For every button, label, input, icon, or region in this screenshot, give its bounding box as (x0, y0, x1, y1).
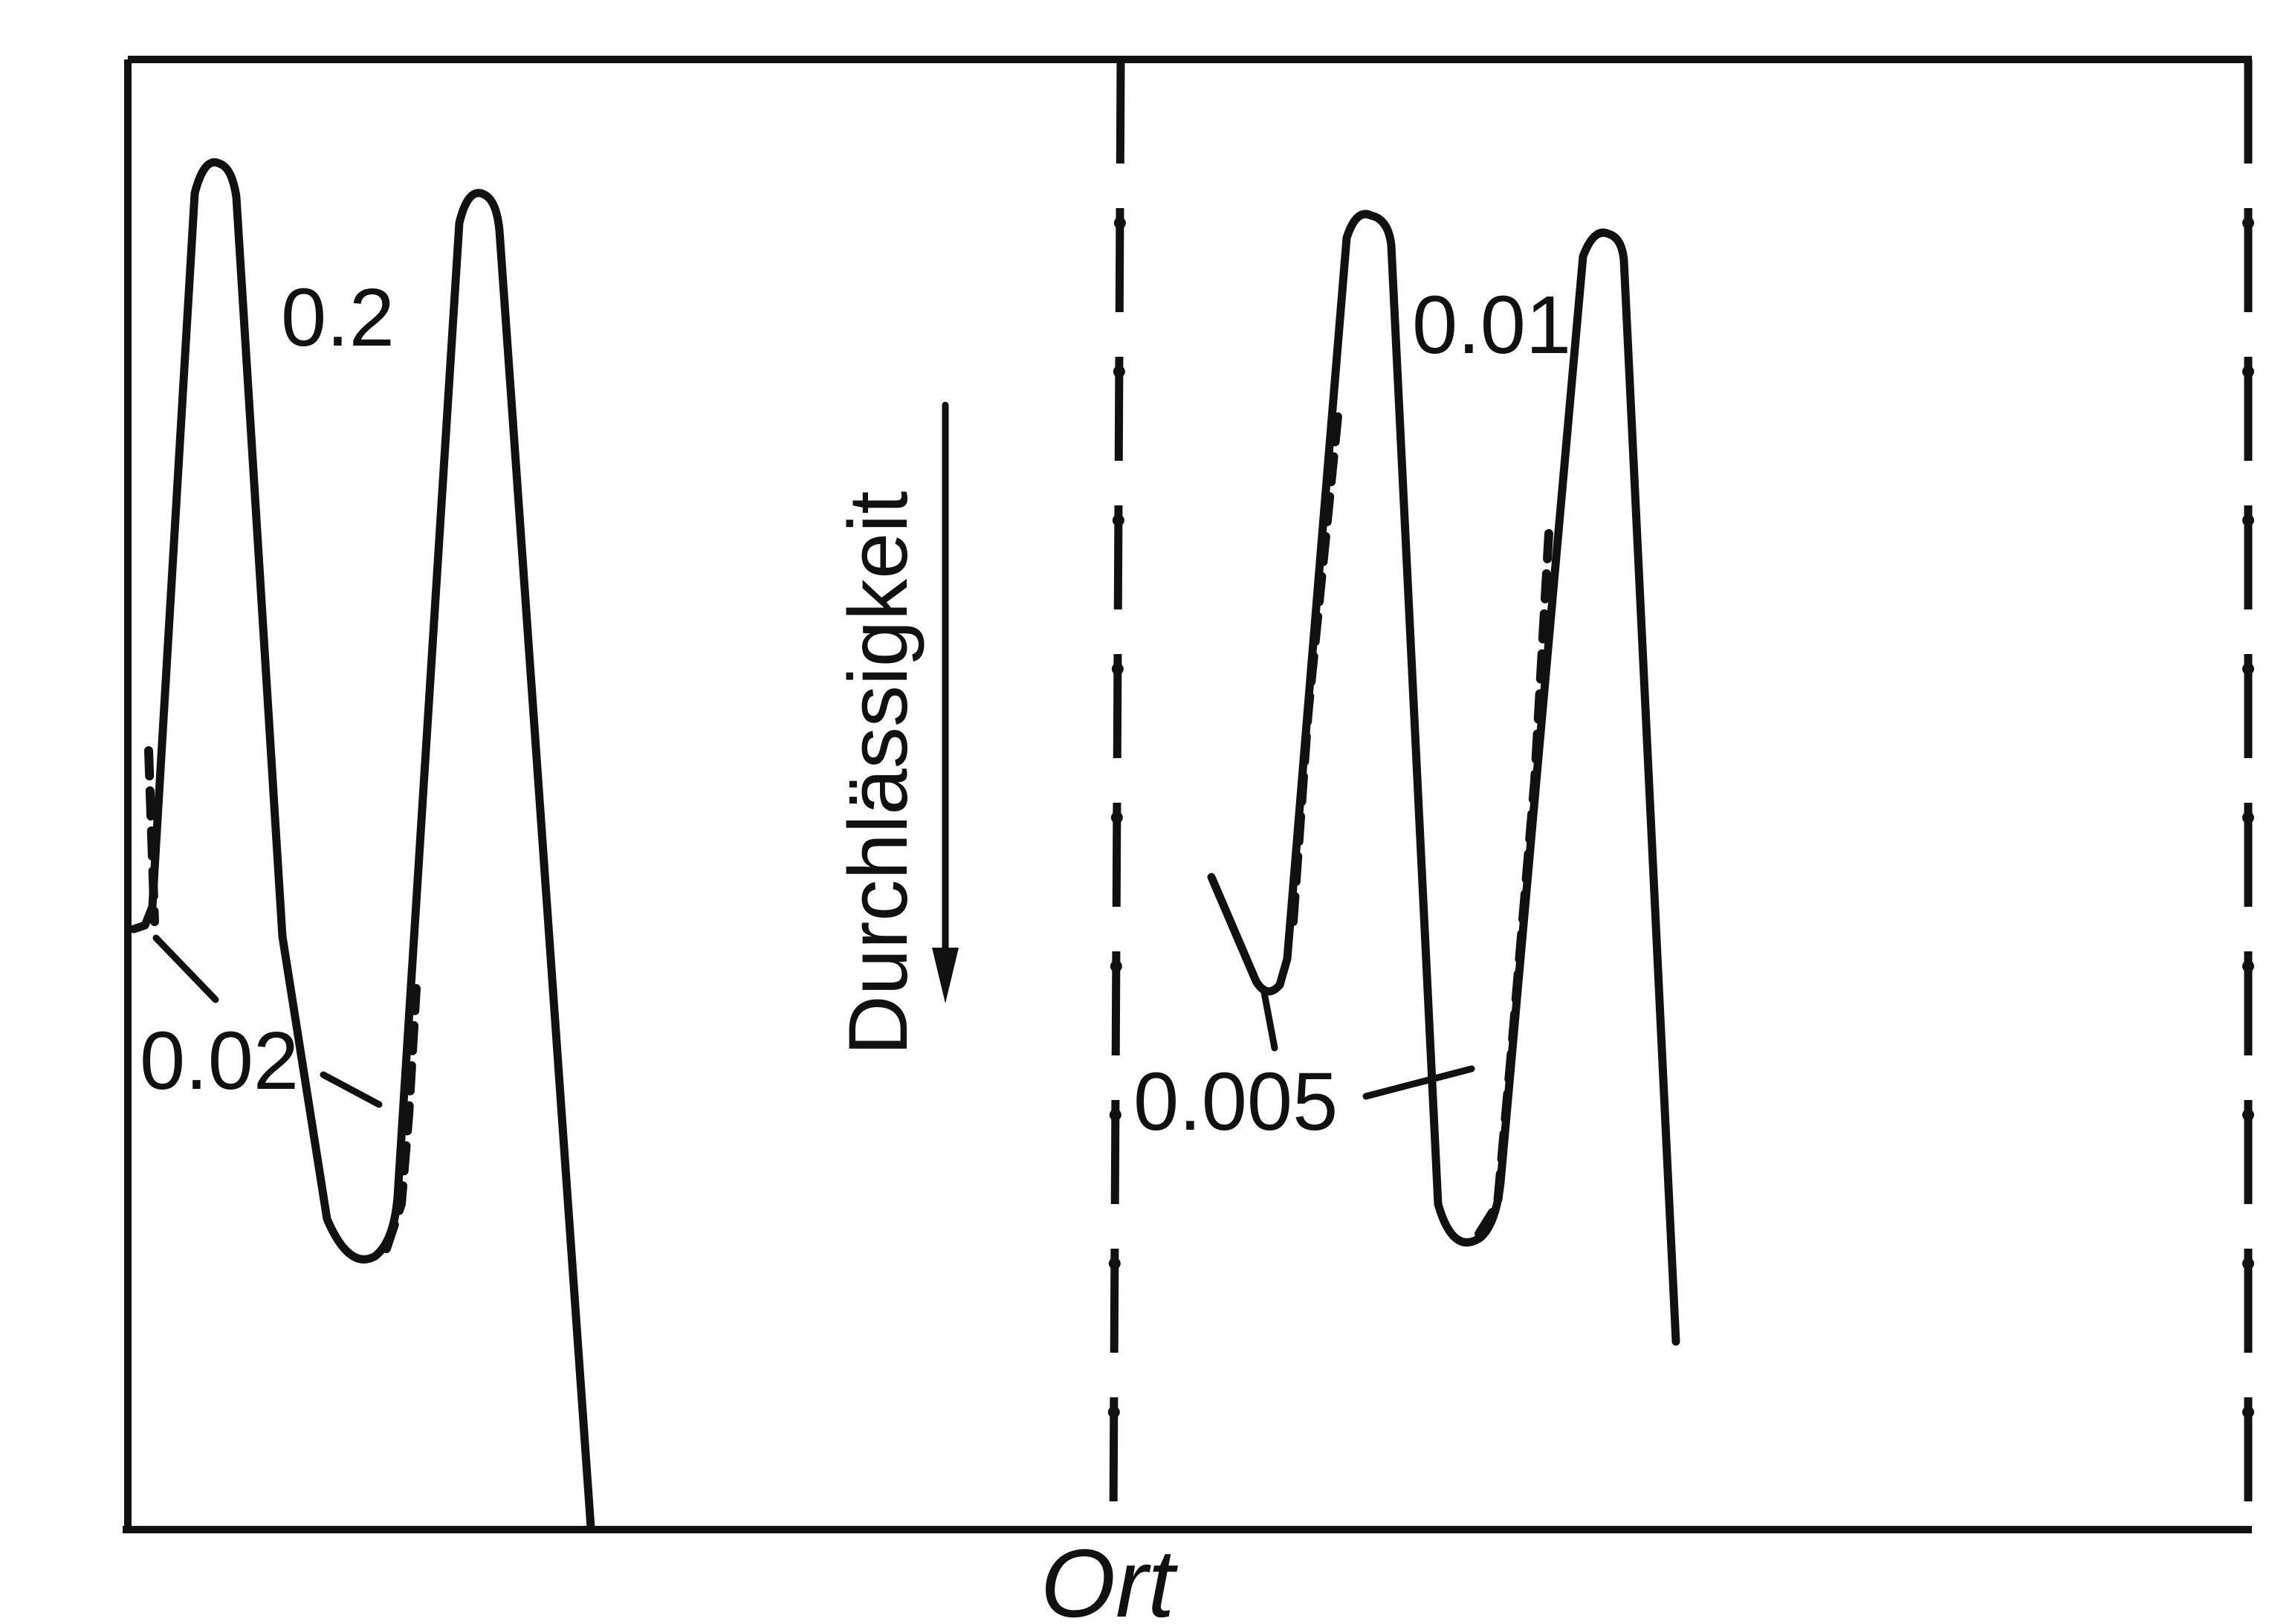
edge-divider-dot (2242, 366, 2254, 378)
plot-frame (123, 56, 2253, 1533)
divider-dot (1111, 663, 1124, 675)
left-panel: 0.2 0.02 (129, 158, 595, 1532)
edge-divider-dot (2242, 514, 2254, 526)
edge-divider-dot (2242, 812, 2254, 824)
panel-divider (1107, 59, 2254, 1528)
leader-0.005 (1260, 985, 1278, 1052)
edge-divider-dot (2242, 217, 2254, 229)
y-axis-label-group: Durchlässigkeit (832, 401, 959, 1055)
divider-dot (1113, 366, 1125, 378)
curve-0.2 (129, 158, 595, 1532)
edge-divider-dot (2242, 663, 2254, 675)
leader-0.005-b (1362, 1065, 1475, 1100)
edge-divider-dot (2242, 960, 2254, 972)
divider-dot (1107, 1406, 1120, 1418)
right-panel: 0.01 0.005 (1133, 210, 1680, 1346)
leader-0.02-b (320, 1071, 383, 1108)
label-0.2: 0.2 (281, 272, 395, 363)
label-0.005: 0.005 (1133, 1056, 1338, 1148)
dashed-curve-0.005 (1289, 412, 1554, 1238)
y-axis-arrow-head (932, 948, 959, 1003)
divider-dot (1109, 1109, 1121, 1121)
label-0.01: 0.01 (1412, 279, 1571, 371)
leader-0.02-a (152, 934, 219, 1003)
edge-divider-dot (2242, 1406, 2254, 1418)
curve-0.01 (1207, 210, 1680, 1346)
x-axis-label: Ort (1040, 1529, 1178, 1624)
divider-dot (1108, 1258, 1121, 1269)
divider-dot (1110, 812, 1123, 824)
dashed-curve-0.02 (144, 746, 421, 1253)
divider-dot (1113, 217, 1126, 229)
divider-dot (1112, 514, 1124, 526)
y-axis-label: Durchlässigkeit (832, 491, 925, 1055)
edge-divider-dot (2242, 1109, 2254, 1121)
label-0.02: 0.02 (140, 1015, 299, 1107)
edge-divider-dot (2242, 1258, 2254, 1269)
divider-dot (1110, 960, 1122, 972)
